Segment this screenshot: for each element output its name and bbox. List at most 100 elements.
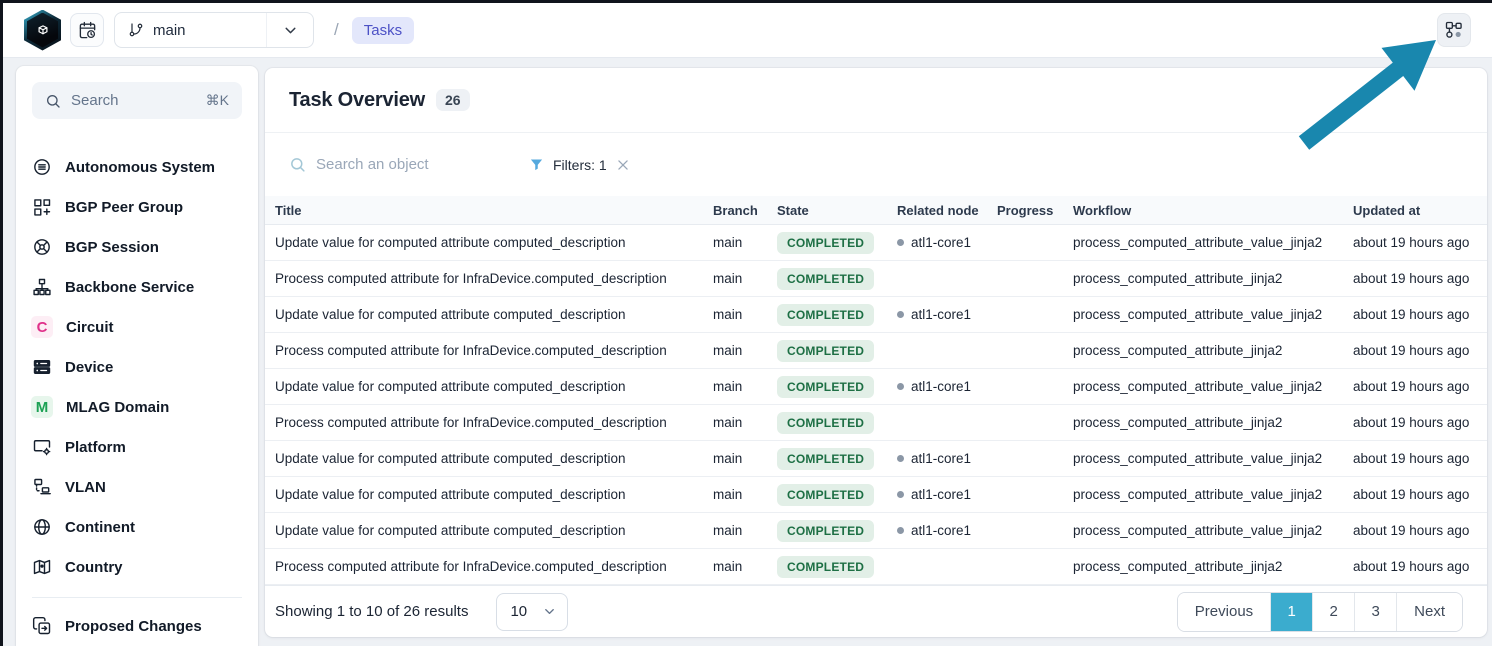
branch-selector[interactable]: main — [114, 12, 314, 48]
table-toolbar: Search an object Filters: 1 — [265, 133, 1487, 196]
sidebar-item-label: Autonomous System — [65, 158, 216, 176]
breadcrumb-current[interactable]: Tasks — [351, 16, 415, 44]
column-header-title[interactable]: Title — [275, 202, 302, 218]
task-workflow: process_computed_attribute_value_jinja2 — [1073, 523, 1323, 538]
branch-dropdown-toggle[interactable] — [266, 13, 313, 47]
previous-page-button[interactable]: Previous — [1177, 592, 1271, 631]
table-row[interactable]: Update value for computed attribute comp… — [265, 297, 1487, 333]
table-row[interactable]: Process computed attribute for InfraDevi… — [265, 261, 1487, 297]
chevron-down-icon — [284, 27, 296, 33]
table-row[interactable]: Update value for computed attribute comp… — [265, 441, 1487, 477]
task-updated-at: about 19 hours ago — [1353, 271, 1470, 286]
task-count-badge: 26 — [436, 89, 470, 111]
chevron-down-icon — [542, 604, 557, 619]
table-row[interactable]: Process computed attribute for InfraDevi… — [265, 405, 1487, 441]
sidebar-item-label: Proposed Changes — [65, 617, 202, 635]
task-title: Update value for computed attribute comp… — [275, 523, 626, 538]
table-row[interactable]: Process computed attribute for InfraDevi… — [265, 333, 1487, 369]
related-node: atl1-core1 — [911, 379, 972, 394]
vlan-icon — [32, 477, 52, 497]
related-node-dot-icon — [897, 239, 904, 246]
backbone-service-icon — [32, 277, 52, 297]
object-search-input[interactable]: Search an object — [289, 156, 501, 173]
app-logo-icon — [27, 12, 58, 48]
search-input[interactable]: Search ⌘K — [32, 82, 242, 119]
table-row[interactable]: Process computed attribute for InfraDevi… — [265, 549, 1487, 585]
sidebar-item-bgp-peer-group[interactable]: BGP Peer Group — [16, 187, 258, 227]
column-header-related-node[interactable]: Related node — [897, 202, 979, 218]
sidebar-item-circuit[interactable]: C Circuit — [16, 307, 258, 347]
related-node: atl1-core1 — [911, 307, 972, 322]
sidebar-item-autonomous-system[interactable]: Autonomous System — [16, 147, 258, 187]
status-badge: COMPLETED — [777, 375, 875, 398]
task-workflow: process_computed_attribute_jinja2 — [1073, 271, 1283, 286]
app-logo[interactable] — [24, 9, 61, 51]
results-summary: Showing 1 to 10 of 26 results — [275, 603, 469, 620]
task-branch: main — [713, 235, 743, 250]
continent-icon — [32, 517, 52, 537]
task-title: Process computed attribute for InfraDevi… — [275, 271, 667, 286]
status-badge: COMPLETED — [777, 339, 875, 362]
related-node: atl1-core1 — [911, 523, 972, 538]
task-workflow: process_computed_attribute_value_jinja2 — [1073, 487, 1323, 502]
column-header-workflow[interactable]: Workflow — [1073, 202, 1132, 218]
task-title: Update value for computed attribute comp… — [275, 379, 626, 394]
page-button-3[interactable]: 3 — [1354, 592, 1397, 631]
panel-header: Task Overview 26 — [265, 68, 1487, 133]
bgp-peer-group-icon — [32, 197, 52, 217]
related-node-dot-icon — [897, 527, 904, 534]
column-header-updated-at[interactable]: Updated at — [1353, 202, 1421, 218]
task-updated-at: about 19 hours ago — [1353, 415, 1470, 430]
page-button-2[interactable]: 2 — [1312, 592, 1355, 631]
topology-icon — [1445, 21, 1462, 38]
task-branch: main — [713, 307, 743, 322]
task-branch: main — [713, 451, 743, 466]
task-workflow: process_computed_attribute_value_jinja2 — [1073, 235, 1323, 250]
sidebar-item-proposed-changes[interactable]: Proposed Changes — [16, 606, 258, 646]
sidebar-item-mlag-domain[interactable]: M MLAG Domain — [16, 387, 258, 427]
sidebar-item-country[interactable]: Country — [16, 547, 258, 587]
task-updated-at: about 19 hours ago — [1353, 235, 1470, 250]
sidebar-item-bgp-session[interactable]: BGP Session — [16, 227, 258, 267]
status-badge: COMPLETED — [777, 483, 875, 506]
table-row[interactable]: Update value for computed attribute comp… — [265, 225, 1487, 261]
task-title: Process computed attribute for InfraDevi… — [275, 343, 667, 358]
task-title: Process computed attribute for InfraDevi… — [275, 415, 667, 430]
autonomous-system-icon — [32, 157, 52, 177]
column-header-state[interactable]: State — [777, 202, 809, 218]
task-title: Update value for computed attribute comp… — [275, 451, 626, 466]
task-overview-panel: Task Overview 26 Search an object Filter… — [265, 68, 1487, 637]
topbar: main / Tasks — [3, 3, 1492, 58]
status-badge: COMPLETED — [777, 303, 875, 326]
calendar-button[interactable] — [70, 13, 104, 47]
pagination: Previous 1 2 3 Next — [1176, 591, 1463, 632]
task-updated-at: about 19 hours ago — [1353, 343, 1470, 358]
table-row[interactable]: Update value for computed attribute comp… — [265, 369, 1487, 405]
sidebar-item-backbone-service[interactable]: Backbone Service — [16, 267, 258, 307]
page-button-1[interactable]: 1 — [1270, 592, 1313, 631]
sidebar-item-platform[interactable]: Platform — [16, 427, 258, 467]
sidebar-item-continent[interactable]: Continent — [16, 507, 258, 547]
clear-filters-icon[interactable] — [616, 158, 630, 172]
column-header-branch[interactable]: Branch — [713, 202, 758, 218]
task-title: Process computed attribute for InfraDevi… — [275, 559, 667, 574]
table-footer: Showing 1 to 10 of 26 results 10 Previou… — [265, 585, 1487, 637]
page-size-select[interactable]: 10 — [496, 592, 569, 631]
filters-control[interactable]: Filters: 1 — [529, 157, 630, 173]
sidebar-item-device[interactable]: Device — [16, 347, 258, 387]
related-node: atl1-core1 — [911, 487, 972, 502]
task-workflow: process_computed_attribute_jinja2 — [1073, 559, 1283, 574]
column-header-progress[interactable]: Progress — [997, 202, 1054, 218]
schema-visualizer-button[interactable] — [1437, 13, 1471, 47]
sidebar-item-label: Device — [65, 358, 114, 376]
task-title: Update value for computed attribute comp… — [275, 487, 626, 502]
table-row[interactable]: Update value for computed attribute comp… — [265, 513, 1487, 549]
branch-name: main — [153, 21, 186, 39]
sidebar-item-vlan[interactable]: VLAN — [16, 467, 258, 507]
status-badge: COMPLETED — [777, 555, 875, 578]
task-title: Update value for computed attribute comp… — [275, 307, 626, 322]
next-page-button[interactable]: Next — [1396, 592, 1462, 631]
country-icon — [32, 557, 52, 577]
table-row[interactable]: Update value for computed attribute comp… — [265, 477, 1487, 513]
breadcrumb-separator: / — [334, 20, 339, 39]
